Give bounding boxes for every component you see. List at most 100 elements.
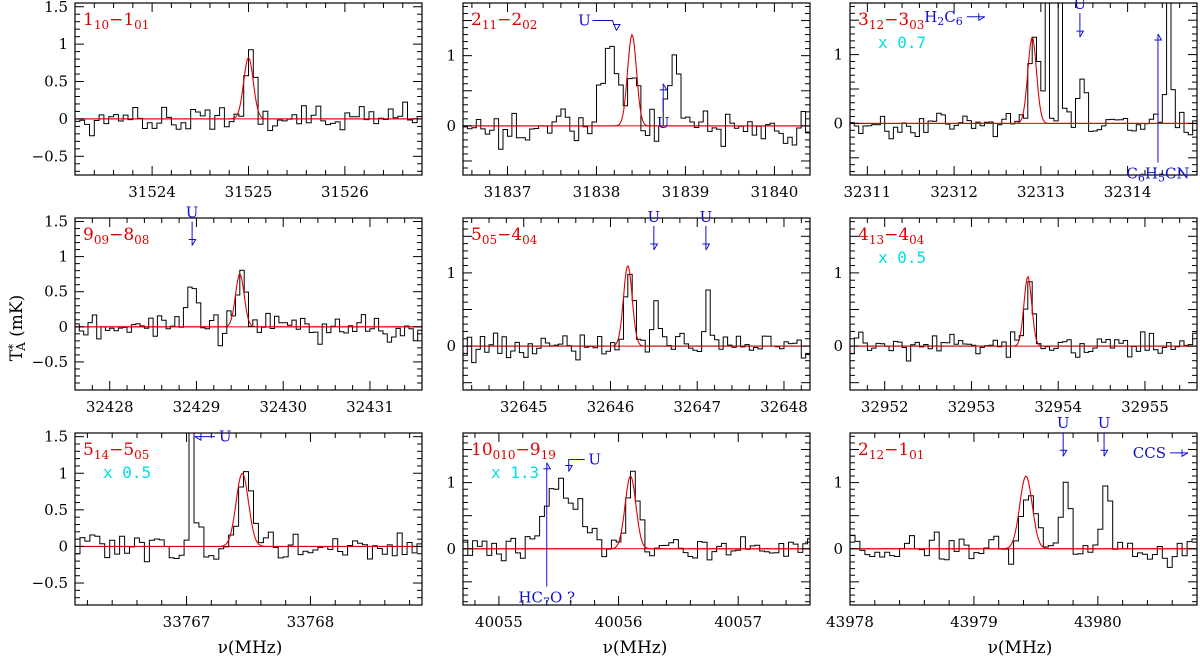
y-tick-label: 1.5 — [44, 213, 68, 231]
y-tick-label: 0 — [446, 540, 456, 558]
x-axis-label-col3: ν(MHz) — [988, 638, 1053, 658]
y-tick-label: 0 — [58, 110, 68, 128]
y-tick-label: 1.5 — [44, 428, 68, 446]
y-tick-label: 0 — [58, 537, 68, 555]
annotation-text: C — [944, 8, 955, 26]
transition-text: 10 — [471, 440, 493, 460]
x-tick-label: 31840 — [751, 183, 799, 201]
transition-subscript: 01 — [134, 18, 149, 32]
transition-text: 5 — [471, 225, 482, 245]
transition-subscript: 14 — [94, 448, 110, 462]
x-tick-label: 32953 — [948, 398, 996, 416]
x-tick-label: 32430 — [259, 398, 307, 416]
transition-text: 1 — [83, 10, 94, 30]
annotation-arrowhead — [565, 464, 574, 472]
annotation-label: U — [657, 114, 670, 132]
transition-text: −4 — [884, 225, 909, 245]
x-tick-label: 31838 — [573, 183, 621, 201]
x-tick-label: 31839 — [662, 183, 710, 201]
x-tick-label: 40057 — [714, 613, 762, 631]
transition-subscript: 05 — [482, 233, 497, 247]
x-tick-label: 32313 — [1017, 183, 1065, 201]
transition-text: 2 — [858, 440, 869, 460]
transition-subscript: 08 — [134, 233, 149, 247]
y-tick-label: 0 — [446, 117, 456, 135]
annotation-label: U — [648, 208, 661, 226]
ylabel-A: A — [14, 342, 28, 352]
annotation-arrowhead — [978, 13, 986, 22]
fit-curve — [850, 275, 1197, 347]
transition-subscript: 13 — [869, 233, 884, 247]
y-tick-label: 1 — [833, 264, 843, 282]
annotation-label: C6H5CN — [1126, 165, 1189, 185]
x-tick-label: 43979 — [950, 613, 998, 631]
y-tick-label: 0 — [833, 114, 843, 132]
y-tick-label: 1 — [58, 248, 68, 266]
spectrum-trace — [850, 3, 1197, 140]
annotation-arrowhead — [1154, 33, 1163, 41]
annotation-subscript: 2 — [937, 15, 944, 28]
ylabel-T: T — [7, 349, 27, 361]
transition-label: 212−101 — [858, 440, 924, 462]
annotation-subscript: 7 — [543, 596, 550, 609]
transition-text: 5 — [83, 440, 94, 460]
annotation-text: HC — [518, 588, 543, 606]
x-tick-label: 31837 — [484, 183, 532, 201]
annotation-arrow — [568, 458, 585, 472]
annotation-subscript: 6 — [1138, 172, 1145, 185]
y-tick-label: 0 — [446, 337, 456, 355]
y-tick-label: 0 — [833, 337, 843, 355]
transition-text: −5 — [109, 440, 134, 460]
fit-curve — [75, 472, 422, 547]
y-tick-label: 0 — [833, 540, 843, 558]
y-tick-label: 1 — [446, 47, 456, 65]
annotation-arrowhead — [188, 239, 197, 246]
ylabel-unit: (mK) — [7, 295, 27, 343]
transition-subscript: 02 — [522, 18, 537, 32]
y-tick-label: 0.5 — [44, 283, 68, 301]
panel-frame — [74, 432, 423, 606]
fit-curve — [463, 33, 810, 127]
y-tick-label: 0.5 — [44, 73, 68, 91]
x-tick-label: 33767 — [163, 613, 211, 631]
transition-text: −1 — [109, 10, 134, 30]
annotation-text: C — [1126, 165, 1137, 183]
transition-subscript: 19 — [541, 448, 556, 462]
spectrum-trace — [850, 481, 1197, 568]
annotation-subscript: 6 — [956, 15, 963, 28]
annotation-label: U — [1057, 414, 1070, 432]
y-tick-label: 0.5 — [44, 501, 68, 519]
transition-subscript: 01 — [909, 448, 924, 462]
fit-curve — [850, 475, 1197, 550]
transition-text: 3 — [858, 10, 869, 30]
y-tick-label: 1 — [446, 264, 456, 282]
annotation-label: U — [700, 208, 713, 226]
panel-5: 32645 32646 32647 32648 0 1 505−404 U U — [446, 208, 811, 416]
transition-subscript: 04 — [909, 233, 925, 247]
annotation-label: U — [578, 12, 591, 30]
y-tick-label: 1 — [58, 464, 68, 482]
panel-frame — [462, 2, 811, 176]
annotation-subscript: 5 — [1158, 172, 1165, 185]
y-tick-label: 1.5 — [44, 0, 68, 16]
transition-text: −4 — [497, 225, 522, 245]
x-tick-label: 32431 — [346, 398, 394, 416]
fit-curve — [75, 274, 422, 328]
annotation-arrowhead — [194, 433, 202, 442]
x-tick-label: 32954 — [1034, 398, 1082, 416]
annotation-arrowhead — [650, 243, 659, 251]
annotation-arrowhead — [543, 462, 552, 470]
x-tick-label: 31525 — [225, 183, 273, 201]
y-tick-label: −0.5 — [32, 574, 68, 592]
transition-label: 413−404 — [858, 225, 925, 247]
ylabel-star: * — [6, 344, 20, 350]
x-tick-label: 32952 — [861, 398, 909, 416]
transition-subscript: 09 — [94, 233, 109, 247]
transition-label: 10010−919 — [471, 440, 556, 462]
transition-text: −1 — [884, 440, 909, 460]
